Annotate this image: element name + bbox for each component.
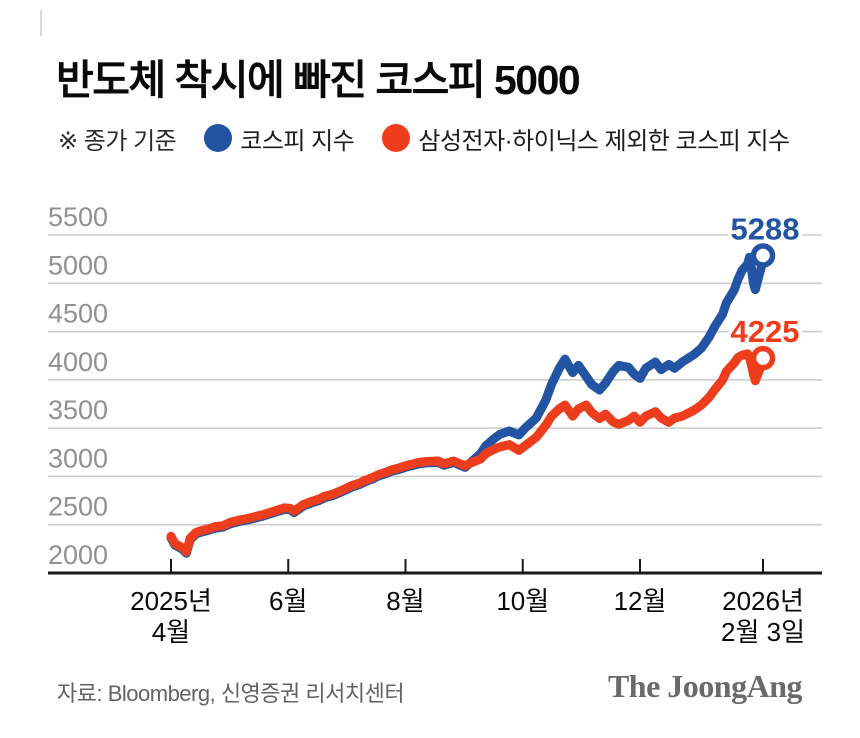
legend-note: ※ 종가 기준	[58, 127, 177, 155]
legend-label-ex-semis: 삼성전자·하이닉스 제외한 코스피 지수	[418, 127, 790, 155]
legend-label-kospi: 코스피 지수	[240, 127, 355, 155]
y-tick-label-3500: 3500	[48, 395, 108, 425]
source-credit: 자료: Bloomberg, 신영증권 리서치센터	[57, 681, 405, 706]
end-value-label-1: 4225	[731, 314, 800, 349]
x-tick-label-0-1: 4월	[152, 617, 190, 647]
kospi-dot-icon	[204, 124, 233, 152]
chart-legend: ※ 종가 기준 코스피 지수 삼성전자·하이닉스 제외한 코스피 지수	[58, 121, 790, 155]
x-tick-label-1-0: 6월	[269, 586, 307, 616]
x-tick-label-2-0: 8월	[386, 586, 424, 616]
legend-item-kospi: 코스피 지수	[204, 121, 355, 156]
x-tick-label-0-0: 2025년	[130, 586, 212, 616]
ex-semis-dot-icon	[382, 124, 411, 152]
x-tick-label-5-1: 2월 3일	[721, 617, 805, 647]
x-tick-label-5-0: 2026년	[722, 586, 804, 616]
y-tick-label-5000: 5000	[48, 250, 108, 280]
endpoint-marker-0	[750, 243, 776, 268]
x-tick-label-3-0: 10월	[496, 586, 549, 616]
end-value-label-0: 5288	[731, 211, 800, 246]
y-tick-label-3000: 3000	[48, 443, 108, 473]
corner-mark	[40, 10, 42, 36]
y-tick-label-2500: 2500	[48, 492, 108, 522]
page-title: 반도체 착시에 빠진 코스피 5000	[56, 57, 581, 103]
y-tick-label-4500: 4500	[48, 299, 108, 329]
joongang-logo: The JoongAng	[607, 668, 803, 704]
y-tick-label-4000: 4000	[48, 347, 108, 377]
x-tick-label-4-0: 12월	[614, 586, 667, 616]
series-line-1	[166, 349, 768, 557]
legend-item-ex-semis: 삼성전자·하이닉스 제외한 코스피 지수	[382, 121, 790, 156]
endpoint-marker-1	[750, 345, 776, 371]
series-line-0	[166, 251, 768, 558]
y-tick-label-5500: 5500	[48, 202, 108, 232]
y-tick-label-2000: 2000	[48, 540, 108, 570]
